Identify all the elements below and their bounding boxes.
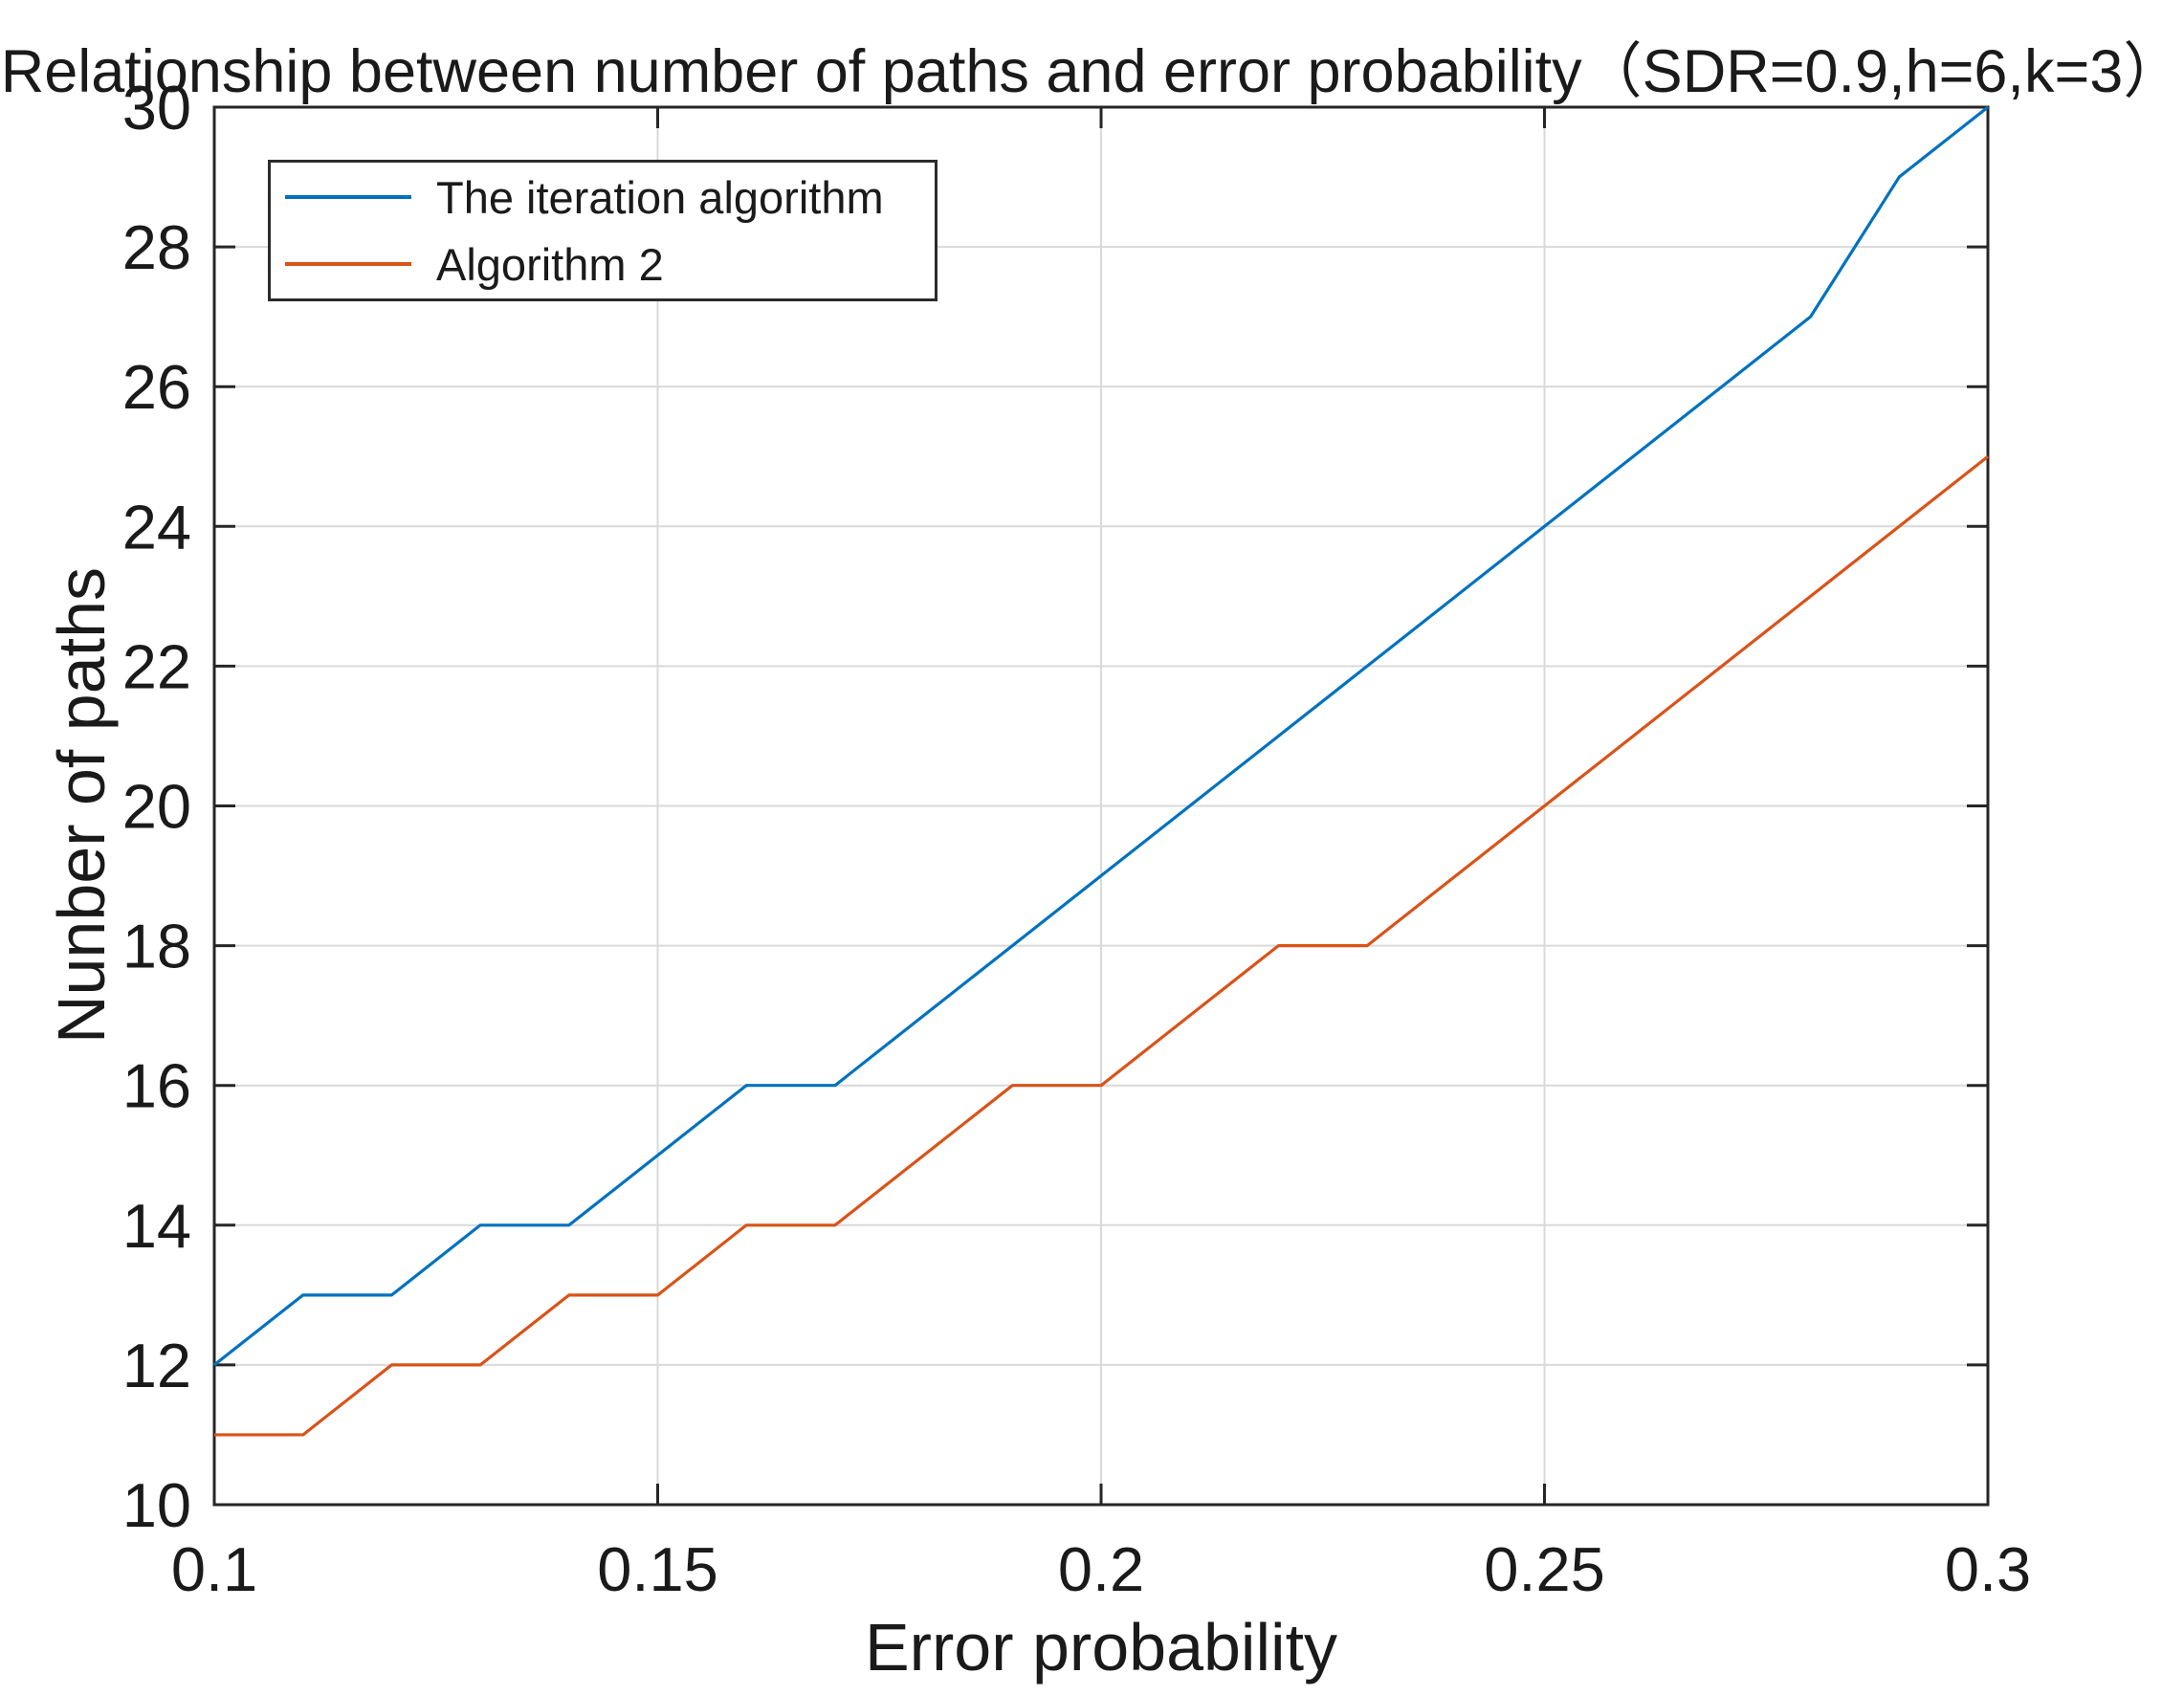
x-tick-label: 0.2 <box>1058 1534 1144 1604</box>
legend-item: The iteration algorithm <box>271 167 935 227</box>
legend-line-sample-series-2 <box>285 262 411 266</box>
series-line-2 <box>214 454 1989 1437</box>
y-tick-label: 12 <box>122 1331 191 1400</box>
y-tick-label: 26 <box>122 352 191 422</box>
x-tick-label: 0.1 <box>171 1534 257 1604</box>
legend-label-series-1: The iteration algorithm <box>436 171 884 223</box>
legend-item: Algorithm 2 <box>271 234 935 294</box>
series-line-1 <box>213 105 1989 1367</box>
legend-line-sample-series-1 <box>285 195 411 199</box>
y-tick-label: 28 <box>122 212 191 282</box>
y-tick-label: 22 <box>122 631 191 701</box>
y-tick-label: 14 <box>122 1191 191 1261</box>
x-axis-label: Error probability <box>864 1610 1338 1685</box>
y-tick-label: 10 <box>122 1470 191 1540</box>
x-tick-label: 0.25 <box>1484 1534 1605 1604</box>
y-tick-label: 30 <box>122 73 191 143</box>
legend: The iteration algorithm Algorithm 2 <box>268 160 938 301</box>
chart-title: Relationship between number of paths and… <box>0 38 2184 105</box>
y-tick-label: 20 <box>122 772 191 842</box>
x-tick-label: 0.15 <box>597 1534 718 1604</box>
y-tick-label: 24 <box>122 492 191 562</box>
legend-label-series-2: Algorithm 2 <box>436 238 664 290</box>
y-axis-label: Nunber of paths <box>44 566 119 1045</box>
x-tick-label: 0.3 <box>1945 1534 2031 1604</box>
y-tick-label: 18 <box>122 912 191 981</box>
y-tick-label: 16 <box>122 1051 191 1121</box>
